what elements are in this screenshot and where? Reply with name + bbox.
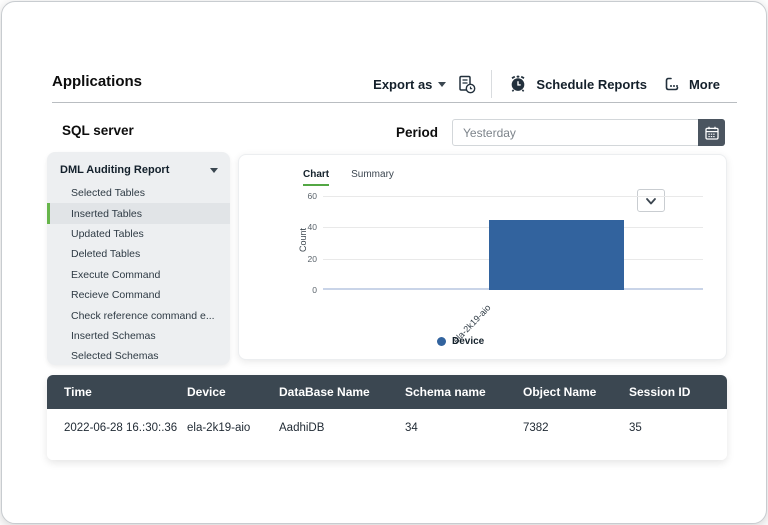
legend-dot-icon (437, 337, 446, 346)
y-tick: 60 (307, 191, 317, 201)
sidebar-item-inserted-tables[interactable]: Inserted Tables (47, 203, 230, 225)
gridline (323, 196, 703, 197)
cell-session-id: 35 (629, 422, 642, 434)
export-history-icon[interactable] (456, 74, 477, 95)
page-title: Applications (52, 73, 143, 90)
sidebar-item-selected-tables[interactable]: Selected Tables (71, 187, 145, 200)
toolbar: Export as Schedule R (373, 70, 720, 98)
alarm-clock-icon[interactable] (508, 74, 528, 94)
more-icon[interactable] (663, 75, 681, 93)
sidebar-item-deleted-tables[interactable]: Deleted Tables (71, 248, 141, 261)
column-header-schema-name: Schema name (405, 385, 486, 399)
tab-chart[interactable]: Chart (303, 169, 330, 186)
legend-label: Device (452, 336, 485, 347)
results-table: Time Device DataBase Name Schema name Ob… (47, 375, 727, 460)
period-field (452, 119, 725, 146)
column-header-time: Time (64, 385, 92, 399)
sidebar-item-selected-schemas[interactable]: Selected Schemas (71, 350, 159, 363)
toolbar-divider (491, 70, 493, 98)
chart-legend[interactable]: Device (437, 336, 484, 347)
bar-chart-plot: 60 40 20 0 (308, 191, 703, 295)
cell-schema-name: 34 (405, 422, 418, 434)
cell-database-name: AadhiDB (279, 422, 325, 434)
sidebar-item-check-reference-command[interactable]: Check reference command e... (71, 309, 215, 322)
sidebar-item-inserted-schemas[interactable]: Inserted Schemas (71, 329, 156, 342)
column-header-database-name: DataBase Name (279, 385, 370, 399)
sidebar-item-updated-tables[interactable]: Updated Tables (71, 227, 144, 240)
caret-down-icon[interactable] (438, 81, 447, 87)
period-input[interactable] (453, 120, 698, 145)
column-header-session-id: Session ID (629, 385, 691, 399)
table-header-row: Time Device DataBase Name Schema name Ob… (47, 375, 727, 409)
export-as-button[interactable]: Export as (373, 76, 433, 92)
chevron-down-icon (210, 167, 218, 173)
table-row[interactable]: 2022-06-28 16.:30:.36 ela-2k19-aio Aadhi… (47, 409, 727, 460)
sidebar-item-execute-command[interactable]: Execute Command (71, 268, 161, 281)
tab-summary[interactable]: Summary (351, 169, 394, 180)
report-sidebar: DML Auditing Report Selected Tables Inse… (47, 152, 230, 365)
y-tick: 0 (312, 285, 317, 295)
y-tick: 40 (307, 222, 317, 233)
cell-object-name: 7382 (523, 422, 549, 434)
period-label: Period (396, 125, 439, 140)
chart-options-button[interactable] (637, 189, 665, 212)
calendar-button[interactable] (698, 119, 725, 146)
chevron-down-icon (646, 197, 656, 204)
schedule-reports-button[interactable]: Schedule Reports (536, 76, 647, 92)
y-tick: 20 (307, 253, 317, 264)
section-title: SQL server (62, 123, 134, 138)
sidebar-item-recieve-command[interactable]: Recieve Command (71, 289, 161, 302)
column-header-object-name: Object Name (523, 385, 597, 399)
header-divider (52, 102, 737, 103)
sidebar-header-label: DML Auditing Report (60, 164, 170, 176)
bar-device[interactable] (489, 219, 624, 290)
chart-tabs: Chart Summary (303, 169, 394, 186)
cell-device: ela-2k19-aio (187, 422, 251, 434)
sidebar-header[interactable]: DML Auditing Report (47, 158, 230, 183)
cell-time: 2022-06-28 16.:30:.36 (64, 422, 178, 434)
more-button[interactable]: More (688, 76, 720, 92)
chart-panel: Chart Summary Count 60 40 20 0 ela-2k19-… (238, 154, 727, 360)
column-header-device: Device (187, 385, 226, 399)
calendar-icon (704, 126, 719, 140)
